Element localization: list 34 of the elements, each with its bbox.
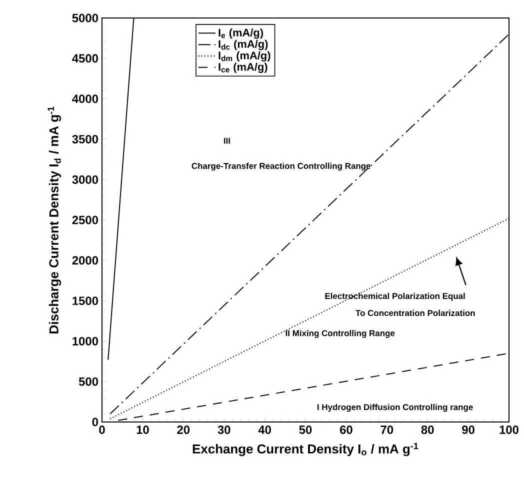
annotation: Electrochemical Polarization Equal xyxy=(325,292,465,301)
annotation: II Mixing Controlling Range xyxy=(286,330,395,338)
x-tick-label: 40 xyxy=(258,426,271,434)
annotation: To Concentration Polarization xyxy=(356,310,475,316)
x-tick-label: 10 xyxy=(136,426,149,434)
y-tick-label: 500 xyxy=(78,377,98,386)
annotation: III xyxy=(224,138,230,144)
x-tick-label: 50 xyxy=(299,426,312,434)
annotation: Charge-Transfer Reaction Controlling Range xyxy=(192,162,370,171)
y-axis-title: Discharge Current Density I$_{d}$ / mA g$^{-1}$ xyxy=(48,106,62,334)
legend-label: I$_{dc}$ (mA/g) xyxy=(218,40,268,50)
y-tick-label: 0 xyxy=(92,418,98,426)
legend-label: I$_{ce}$ (mA/g) xyxy=(218,62,268,73)
x-tick-label: 80 xyxy=(421,426,434,434)
x-tick-label: 0 xyxy=(99,426,105,434)
x-tick-label: 90 xyxy=(462,426,474,434)
legend-label: I$_{e}$ (mA/g) xyxy=(218,28,264,39)
x-tick-label: 100 xyxy=(500,426,518,434)
y-tick-label: 2500 xyxy=(72,216,98,224)
x-axis-title: Exchange Current Density I$_{o}$ / mA g$^{-1}$ xyxy=(192,442,418,456)
y-tick-label: 1000 xyxy=(72,336,98,346)
x-tick-label: 30 xyxy=(218,426,230,434)
y-tick-label: 1500 xyxy=(72,296,98,306)
annotation: I Hydrogen Diffusion Controlling range xyxy=(318,404,473,412)
x-tick-label: 20 xyxy=(177,426,190,434)
y-tick-label: 5000 xyxy=(72,14,98,22)
y-tick-label: 2000 xyxy=(72,256,98,265)
y-tick-label: 4000 xyxy=(72,94,98,104)
x-tick-label: 70 xyxy=(380,426,394,434)
y-tick-label: 3500 xyxy=(72,134,98,144)
x-tick-label: 60 xyxy=(340,426,352,434)
legend-label: I$_{dm}$ (mA/g) xyxy=(218,51,270,62)
y-tick-label: 4500 xyxy=(72,54,98,63)
y-tick-label: 3000 xyxy=(72,175,98,184)
